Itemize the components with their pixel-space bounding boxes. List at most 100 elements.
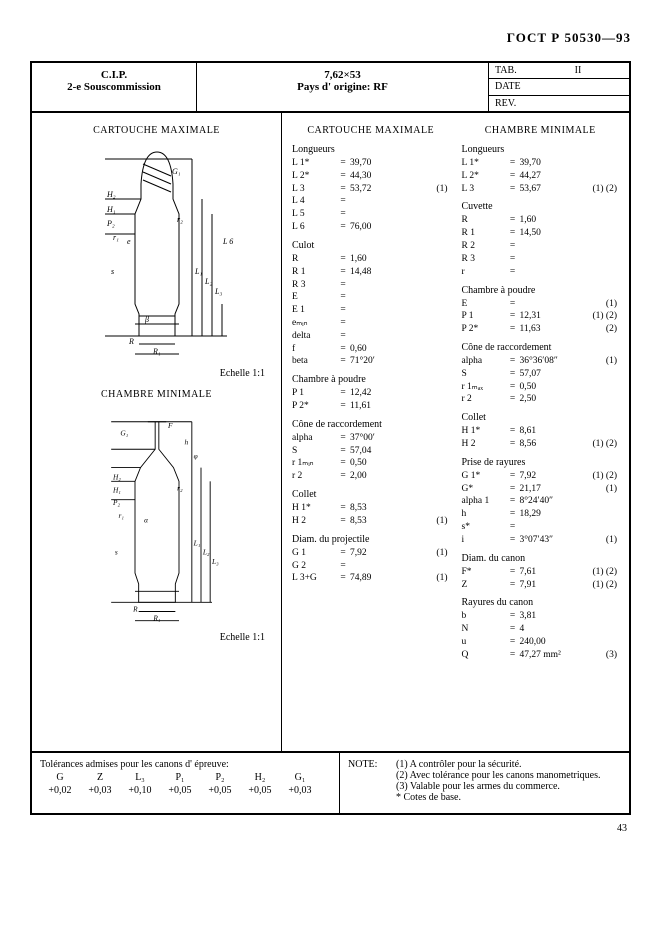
data-row: L 1*=39,70 [462,157,620,170]
scale-2: Echelle 1:1 [38,632,265,643]
svg-text:P₂: P₂ [112,498,120,507]
data-row: alpha 1=8°24′40″ [462,495,620,508]
colB-title: CHAMBRE MINIMALE [462,125,620,136]
group-head: Rayures du canon [462,597,620,608]
data-row: L 3=53,67(1) (2) [462,183,620,196]
tol-head: H₂ [240,772,280,783]
colB-body: LongueursL 1*=39,70L 2*=44,27L 3=53,67(1… [462,144,620,662]
data-row: r 1ₘᵢₙ=0,50 [292,457,450,470]
tol-val: +0,05 [160,785,200,796]
note-label: NOTE: [348,759,396,770]
svg-text:r₂: r₂ [177,484,183,493]
data-row: h=18,29 [462,508,620,521]
data-row: S=57,04 [292,445,450,458]
right-panel: CARTOUCHE MAXIMALE LongueursL 1*=39,70L … [282,113,629,751]
data-row: H 1*=8,53 [292,502,450,515]
svg-text:R: R [132,605,138,614]
data-row: R=1,60 [292,253,450,266]
svg-text:H₁: H₁ [106,205,116,214]
tol-val: +0,05 [240,785,280,796]
svg-text:H₁: H₁ [112,485,121,494]
data-row: G*=21,17(1) [462,483,620,496]
data-row: G 1*=7,92(1) (2) [462,470,620,483]
tol-vals: +0,02+0,03+0,10+0,05+0,05+0,05+0,03 [40,785,331,796]
souscommission: 2-e Souscommission [34,81,194,93]
svg-text:G₁: G₁ [172,167,181,176]
svg-text:F: F [167,421,173,430]
group-head: Diam. du canon [462,553,620,564]
group-head: Prise de rayures [462,457,620,468]
data-row: Z=7,91(1) (2) [462,579,620,592]
data-row: alpha=36°36′08″(1) [462,355,620,368]
data-row: H 2=8,53(1) [292,515,450,528]
data-row: E= [292,291,450,304]
svg-text:L 6: L 6 [222,237,233,246]
cartouche-title: CARTOUCHE MAXIMALE [38,125,275,136]
svg-text:α: α [144,516,148,525]
colA-title: CARTOUCHE MAXIMALE [292,125,450,136]
header-center: 7,62×53 Pays d' origine: RF [197,63,489,111]
data-row: L 3+G=74,89(1) [292,572,450,585]
tol-head: Z [80,772,120,783]
data-row: r 1ₘₐₓ=0,50 [462,381,620,394]
svg-text:L₃: L₃ [211,557,219,566]
data-row: S=57,07 [462,368,620,381]
header-left: C.I.P. 2-e Souscommission [32,63,197,111]
svg-text:φ: φ [193,451,197,460]
svg-text:L₁: L₁ [192,539,200,548]
tol-head: G₁ [280,772,320,783]
data-row: Q=47,27 mm²(3) [462,649,620,662]
date-label: DATE [495,81,533,92]
data-row: E 1= [292,304,450,317]
cip: C.I.P. [34,69,194,81]
tol-head: P₂ [200,772,240,783]
group-head: Cône de raccordement [462,342,620,353]
group-head: Chambre à poudre [462,285,620,296]
data-row: alpha=37°00′ [292,432,450,445]
data-row: H 2=8,56(1) (2) [462,438,620,451]
data-row: F*=7,61(1) (2) [462,566,620,579]
data-row: r= [462,266,620,279]
svg-text:R: R [128,337,134,346]
data-row: G 2= [292,560,450,573]
tol-val: +0,05 [200,785,240,796]
data-row: s*= [462,521,620,534]
svg-text:β: β [144,315,149,324]
data-row: f=0,60 [292,343,450,356]
svg-text:G₁: G₁ [120,429,128,438]
svg-text:R₁: R₁ [152,614,160,623]
note-3: (3) Valable pour les armes du commerce. [396,781,560,792]
group-head: Cône de raccordement [292,419,450,430]
data-row: b=3,81 [462,610,620,623]
main-box: CARTOUCHE MAXIMALE [30,113,631,753]
svg-text:r₂: r₂ [177,215,183,224]
data-row: delta= [292,330,450,343]
data-row: eₘᵢₙ= [292,317,450,330]
tol-head: P₁ [160,772,200,783]
note-4: * Cotes de base. [396,792,461,803]
group-head: Cuvette [462,201,620,212]
rev-label: REV. [495,98,533,109]
tab-value: II [533,65,623,76]
svg-text:e: e [127,237,131,246]
svg-text:L₂: L₂ [204,277,212,286]
tol-head: G [40,772,80,783]
data-row: P 1=12,31(1) (2) [462,310,620,323]
data-row: L 2*=44,30 [292,170,450,183]
page-number: 43 [30,823,631,834]
group-head: Diam. du projectile [292,534,450,545]
data-row: u=240,00 [462,636,620,649]
doc-id: ГОСТ Р 50530—93 [30,30,631,46]
data-row: r 2=2,50 [462,393,620,406]
header-right: TAB.II DATE REV. [489,63,629,111]
data-row: i=3°07′43″(1) [462,534,620,547]
svg-text:H₂: H₂ [112,473,121,482]
data-row: H 1*=8,61 [462,425,620,438]
group-head: Culot [292,240,450,251]
data-row: L 4= [292,195,450,208]
tol-title: Tolérances admises pour les canons d' ép… [40,759,331,770]
tol-head: L₃ [120,772,160,783]
tol-val: +0,10 [120,785,160,796]
group-head: Collet [292,489,450,500]
svg-text:s: s [111,267,114,276]
